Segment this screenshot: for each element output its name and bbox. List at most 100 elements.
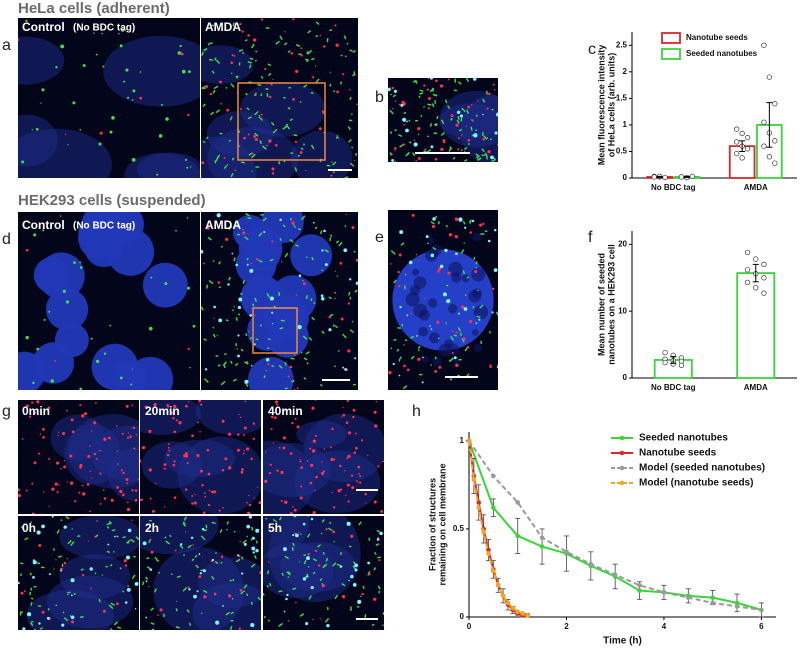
data-point (564, 549, 569, 555)
fluorescent-streak (310, 144, 315, 150)
fluorescent-spot (336, 90, 339, 94)
fluorescent-spot (156, 173, 159, 176)
fluorescent-spot (126, 96, 130, 99)
fluorescent-spot (119, 376, 123, 380)
fluorescent-streak (110, 602, 116, 606)
fluorescent-spot (184, 488, 188, 491)
fluorescent-spot (314, 434, 317, 437)
fluorescent-spot (434, 158, 438, 161)
fluorescent-spot (192, 324, 196, 328)
fluorescent-spot (69, 481, 74, 485)
fluorescent-spot (167, 446, 170, 449)
fluorescent-streak (348, 545, 352, 548)
fluorescent-spot (315, 475, 318, 479)
fluorescent-spot (72, 101, 76, 105)
fluorescent-spot (60, 569, 63, 572)
fluorescent-streak (203, 338, 207, 342)
fluorescent-spot (469, 320, 473, 324)
fluorescent-spot (79, 404, 82, 407)
cell (91, 343, 139, 390)
fluorescent-spot (314, 549, 318, 553)
fluorescent-spot (159, 608, 163, 612)
fluorescent-streak (419, 92, 424, 95)
fluorescent-spot (42, 428, 45, 431)
fluorescent-spot (179, 44, 182, 48)
y-tick-label: 0.5 (616, 147, 628, 156)
fluorescent-streak (211, 575, 215, 580)
fluorescent-streak (343, 176, 349, 178)
fluorescent-spot (211, 558, 215, 562)
cell (192, 582, 261, 630)
data-point (612, 572, 618, 578)
fluorescent-streak (321, 330, 325, 335)
data-point (772, 138, 778, 144)
fluorescent-streak (449, 146, 453, 150)
fluorescent-streak (240, 348, 244, 352)
fluorescent-streak (267, 619, 270, 622)
fluorescent-streak (462, 270, 466, 275)
fluorescent-spot (427, 78, 430, 80)
fluorescent-streak (106, 522, 111, 526)
fluorescent-streak (230, 83, 235, 88)
fluorescent-streak (133, 555, 136, 558)
legend-label: Nanotube seeds (639, 448, 717, 459)
fluorescent-spot (237, 433, 240, 436)
fluorescent-spot (73, 261, 76, 264)
fluorescent-streak (401, 323, 404, 327)
fluorescent-spot (356, 103, 358, 106)
fluorescent-spot (148, 326, 153, 331)
fluorescent-streak (232, 378, 237, 382)
fluorescent-spot (473, 133, 478, 138)
fluorescent-spot (90, 587, 92, 590)
fluorescent-streak (300, 147, 304, 151)
fluorescent-streak (340, 54, 343, 57)
data-point (761, 261, 767, 268)
fluorescent-streak (278, 622, 283, 628)
fluorescent-streak (151, 628, 155, 630)
fluorescent-spot (391, 86, 395, 90)
fluorescent-spot (306, 556, 310, 561)
fluorescent-streak (150, 607, 154, 611)
fluorescent-spot (491, 311, 494, 314)
fluorescent-spot (307, 553, 310, 556)
fluorescent-streak (228, 225, 233, 230)
fluorescent-spot (29, 222, 31, 224)
fluorescent-streak (214, 57, 217, 61)
cell (439, 103, 498, 139)
fluorescent-streak (286, 571, 291, 576)
fluorescent-spot (364, 493, 367, 496)
fluorescent-spot (347, 302, 351, 305)
fluorescent-spot (360, 595, 362, 597)
fluorescent-spot (191, 502, 194, 505)
fluorescent-spot (264, 479, 268, 484)
fluorescent-spot (263, 230, 266, 234)
fluorescent-streak (282, 126, 287, 130)
fluorescent-streak (214, 85, 219, 89)
cell (64, 423, 121, 485)
fluorescent-streak (244, 361, 249, 365)
fluorescent-streak (445, 224, 448, 227)
fluorescent-streak (260, 93, 263, 97)
cell-texture (413, 276, 427, 289)
fluorescent-spot (457, 137, 460, 140)
fluorescent-spot (60, 467, 62, 470)
fluorescent-spot (47, 406, 51, 410)
fluorescent-spot (429, 325, 431, 327)
fluorescent-streak (182, 521, 186, 525)
fluorescent-streak (382, 624, 384, 627)
fluorescent-spot (89, 567, 93, 571)
fluorescent-spot (358, 473, 360, 475)
fluorescent-spot (42, 491, 45, 493)
fluorescent-spot (240, 470, 244, 474)
fluorescent-streak (336, 563, 341, 567)
fluorescent-spot (411, 213, 415, 217)
fluorescent-streak (232, 309, 235, 312)
fluorescent-streak (250, 563, 256, 568)
fluorescent-spot (306, 460, 309, 462)
fluorescent-streak (352, 49, 356, 54)
fluorescent-spot (457, 148, 460, 151)
x-tick-label: 6 (759, 622, 764, 631)
fluorescent-streak (108, 520, 112, 525)
fluorescent-spot (478, 318, 481, 321)
fluorescent-streak (247, 61, 252, 64)
